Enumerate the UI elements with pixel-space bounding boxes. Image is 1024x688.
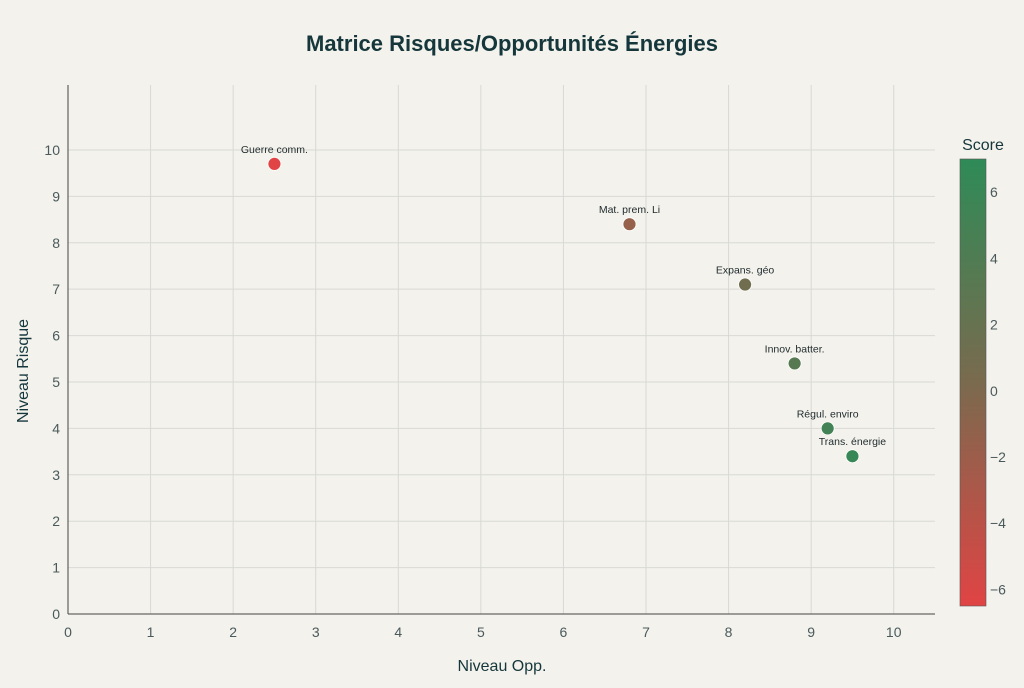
colorbar-tick-label: 6 bbox=[990, 184, 998, 200]
x-tick-label: 7 bbox=[642, 624, 650, 640]
x-tick-label: 2 bbox=[229, 624, 237, 640]
data-point-label: Expans. géo bbox=[716, 265, 775, 277]
y-tick-label: 2 bbox=[52, 513, 60, 529]
y-tick-labels: 0 1 2 3 4 5 6 7 8 9 10 bbox=[44, 142, 60, 622]
data-point-label: Régul. enviro bbox=[797, 408, 859, 420]
x-axis-title: Niveau Opp. bbox=[458, 658, 547, 675]
colorbar-tick-labels: 6 4 2 0 −2 −4 −6 bbox=[990, 184, 1006, 597]
data-point bbox=[738, 277, 752, 292]
data-point-label: Guerre comm. bbox=[241, 144, 308, 156]
colorbar-tick-label: −4 bbox=[990, 515, 1006, 531]
y-tick-label: 5 bbox=[52, 374, 60, 390]
data-point bbox=[787, 356, 802, 371]
x-tick-label: 3 bbox=[312, 624, 320, 640]
y-tick-label: 7 bbox=[52, 281, 60, 297]
colorbar-tick-label: −6 bbox=[990, 581, 1006, 597]
colorbar-tick-label: 0 bbox=[990, 383, 998, 399]
data-point-label: Innov. batter. bbox=[765, 343, 825, 355]
x-tick-label: 6 bbox=[560, 624, 568, 640]
y-axis-title: Niveau Risque bbox=[15, 319, 32, 423]
x-tick-label: 5 bbox=[477, 624, 485, 640]
colorbar-tick-label: −2 bbox=[990, 449, 1006, 465]
colorbar-tick-label: 4 bbox=[990, 250, 998, 266]
colorbar-tick-label: 2 bbox=[990, 317, 998, 333]
y-tick-label: 1 bbox=[52, 560, 60, 576]
y-tick-label: 3 bbox=[52, 467, 60, 483]
x-tick-label: 1 bbox=[147, 624, 155, 640]
x-tick-labels: 0 1 2 3 4 5 6 7 8 9 10 bbox=[64, 624, 902, 640]
y-tick-label: 8 bbox=[52, 235, 60, 251]
grid bbox=[68, 85, 935, 614]
y-tick-label: 4 bbox=[52, 420, 60, 436]
data-point bbox=[820, 421, 835, 436]
data-point-label: Trans. énergie bbox=[819, 436, 886, 448]
x-tick-label: 4 bbox=[394, 624, 402, 640]
colorbar bbox=[959, 158, 987, 607]
x-tick-label: 0 bbox=[64, 624, 72, 640]
x-tick-label: 10 bbox=[886, 624, 902, 640]
y-tick-label: 10 bbox=[44, 142, 60, 158]
y-tick-label: 6 bbox=[52, 328, 60, 344]
data-point bbox=[622, 217, 637, 232]
data-point-label: Mat. prem. Li bbox=[599, 204, 660, 216]
colorbar-title: Score bbox=[962, 137, 1004, 154]
data-point bbox=[845, 449, 860, 464]
data-point bbox=[267, 156, 282, 171]
y-tick-label: 9 bbox=[52, 188, 60, 204]
y-tick-label: 0 bbox=[52, 606, 60, 622]
data-points: Guerre comm. Mat. prem. Li Expans. géo Inno… bbox=[241, 144, 886, 464]
x-tick-label: 8 bbox=[725, 624, 733, 640]
chart-title: Matrice Risques/Opportunités Énergies bbox=[306, 31, 718, 56]
x-tick-label: 9 bbox=[807, 624, 815, 640]
